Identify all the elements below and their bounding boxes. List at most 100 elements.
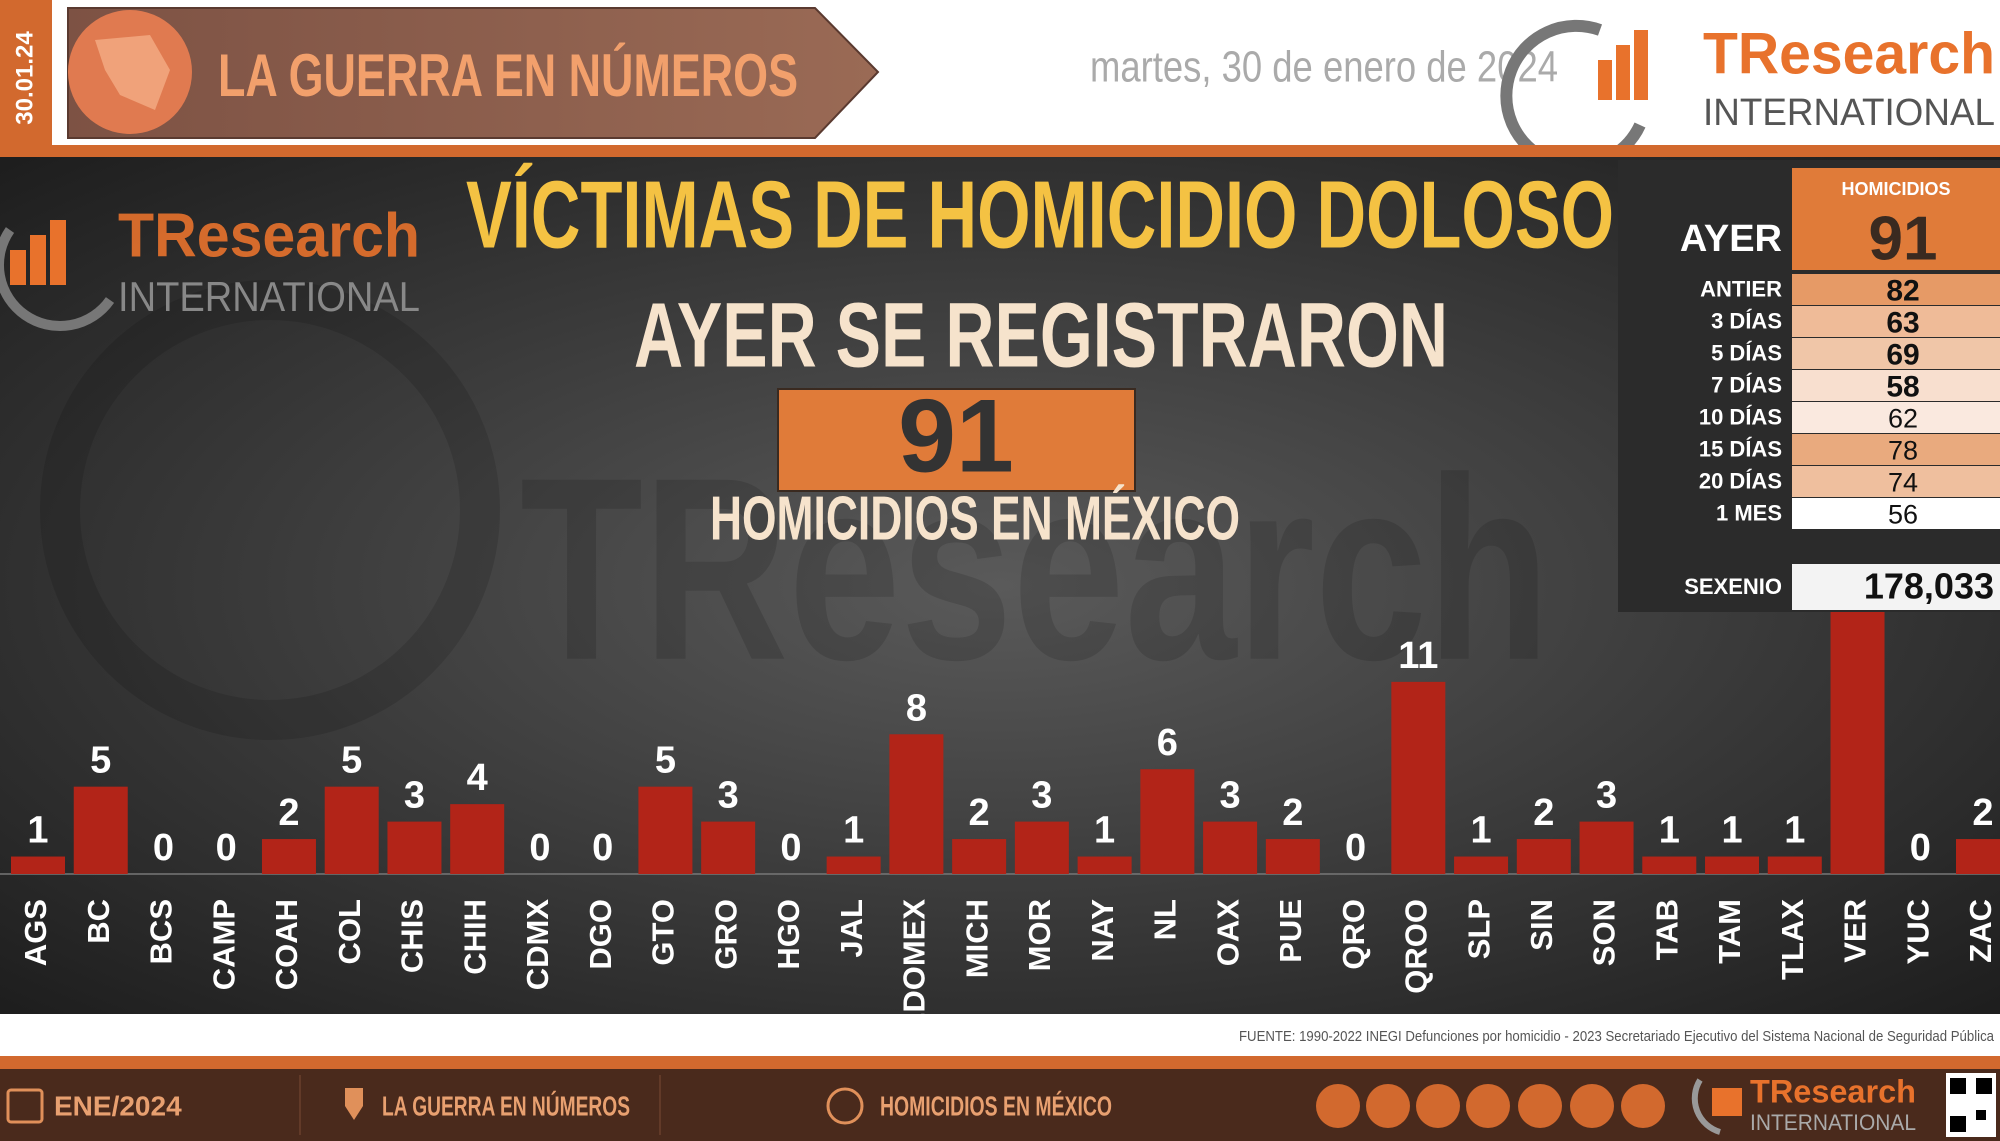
footer-bg: [0, 1069, 2000, 1141]
qr-mark: [1976, 1078, 1992, 1094]
value-label: 0: [153, 827, 174, 869]
table-row-value: 74: [1888, 468, 1918, 498]
date: martes, 30 de enero de 2024: [1090, 43, 1558, 92]
bar: [73, 786, 128, 874]
footer-item: HOMICIDIOS EN MÉXICO: [880, 1090, 1112, 1121]
map-shape: [95, 35, 170, 110]
sexenio-cell: [1792, 564, 2000, 610]
logo-name: TResearch: [118, 201, 420, 270]
logo-sub: INTERNATIONAL: [118, 273, 420, 320]
header-title: LA GUERRA EN NÚMEROS: [218, 42, 798, 109]
logo-bar: [1616, 45, 1630, 100]
table-row-value: 91: [1869, 204, 1938, 273]
table-value-cell: [1792, 498, 2000, 529]
date-strip: [0, 0, 52, 145]
x-tick-label: SLP: [1461, 899, 1496, 959]
table-value-cell: [1792, 274, 2000, 305]
value-label: 3: [404, 775, 425, 817]
bar: [1454, 856, 1509, 874]
sexenio-value: 178,033: [1864, 566, 1994, 607]
map-pin-icon: [345, 1088, 363, 1120]
x-tick-label: BC: [81, 899, 116, 944]
x-tick-label: MOR: [1022, 899, 1057, 971]
logo-swoosh: [1691, 1078, 1721, 1135]
table-row-label: 7 DÍAS: [1711, 372, 1782, 397]
headline-subtitle: HOMICIDIOS EN MÉXICO: [710, 484, 1240, 553]
table-row-value: 63: [1886, 306, 1919, 339]
headline-lead: AYER SE REGISTRARON: [634, 284, 1448, 386]
logo-bar: [10, 250, 26, 285]
value-label: 2: [1972, 792, 1993, 834]
value-label: 5: [655, 740, 676, 782]
value-label: 0: [780, 827, 801, 869]
x-tick-label: MICH: [959, 899, 994, 978]
table-row-value: 78: [1888, 436, 1918, 466]
value-label: 2: [278, 792, 299, 834]
bar: [261, 839, 316, 874]
table-row-label: 15 DÍAS: [1699, 436, 1782, 461]
value-label: 5: [90, 740, 111, 782]
bar: [324, 786, 379, 874]
value-label: 4: [467, 757, 488, 799]
x-tick-label: NL: [1148, 899, 1183, 940]
bar: [1265, 839, 1320, 874]
table-value-cell: [1792, 434, 2000, 465]
bar: [1014, 821, 1069, 874]
logo-bar: [1712, 1088, 1742, 1116]
x-tick-label: CDMX: [520, 899, 555, 991]
value-label: 0: [592, 827, 613, 869]
x-tick-label: AGS: [18, 899, 53, 966]
table-value-cell: [1792, 402, 2000, 433]
bar: [1203, 821, 1258, 874]
sexenio-label: SEXENIO: [1684, 574, 1782, 599]
source: FUENTE: 1990-2022 INEGI Defunciones por …: [1239, 1028, 1995, 1045]
value-label: 0: [1910, 827, 1931, 869]
logo-sub: INTERNATIONAL: [1703, 92, 1995, 134]
bar: [11, 856, 65, 874]
social-icon[interactable]: [1366, 1084, 1410, 1128]
calendar-icon: [6, 1088, 44, 1124]
value-label: 0: [216, 827, 237, 869]
social-icon[interactable]: [1466, 1084, 1510, 1128]
bar: [952, 839, 1007, 874]
x-tick-label: OAX: [1210, 899, 1245, 967]
table-row-label: ANTIER: [1700, 276, 1782, 301]
table-row-label: 20 DÍAS: [1699, 468, 1782, 493]
value-label: 1: [1659, 810, 1680, 852]
logo-bar: [50, 220, 66, 285]
bar: [387, 821, 442, 874]
x-tick-label: GRO: [708, 899, 743, 970]
x-tick-label: COL: [332, 899, 367, 964]
stripe: [0, 1056, 2000, 1069]
bar: [1956, 839, 2000, 874]
x-tick-label: QRO: [1336, 899, 1371, 970]
source-bg: [0, 1014, 2000, 1056]
bar: [1705, 856, 1760, 874]
social-icon[interactable]: [1621, 1084, 1665, 1128]
table-row-value: 56: [1888, 500, 1918, 530]
bar: [1642, 856, 1697, 874]
table-header: HOMICIDIOS: [1841, 179, 1950, 199]
value-label: 11: [1398, 635, 1438, 677]
social-icon[interactable]: [1416, 1084, 1460, 1128]
value-label: 5: [341, 740, 362, 782]
bar: [1140, 769, 1195, 874]
bar: [450, 804, 505, 874]
x-tick-label: COAH: [269, 899, 304, 990]
social-icon[interactable]: [1316, 1084, 1360, 1128]
logo-bar: [30, 235, 46, 285]
x-tick-label: NAY: [1085, 899, 1120, 962]
social-icon[interactable]: [1570, 1084, 1614, 1128]
x-tick-label: SIN: [1524, 899, 1559, 951]
social-icon[interactable]: [1518, 1084, 1562, 1128]
value-label: 1: [1094, 810, 1115, 852]
footer-item: ENE/2024: [54, 1090, 182, 1121]
value-label: 0: [1345, 827, 1366, 869]
value-label: 1: [1470, 810, 1491, 852]
table-row-label: 5 DÍAS: [1711, 340, 1782, 365]
footer-item: LA GUERRA EN NÚMEROS: [382, 1090, 630, 1121]
x-tick-label: TLAX: [1775, 899, 1810, 980]
x-tick-label: DGO: [583, 899, 618, 970]
value-label: 3: [1220, 775, 1241, 817]
